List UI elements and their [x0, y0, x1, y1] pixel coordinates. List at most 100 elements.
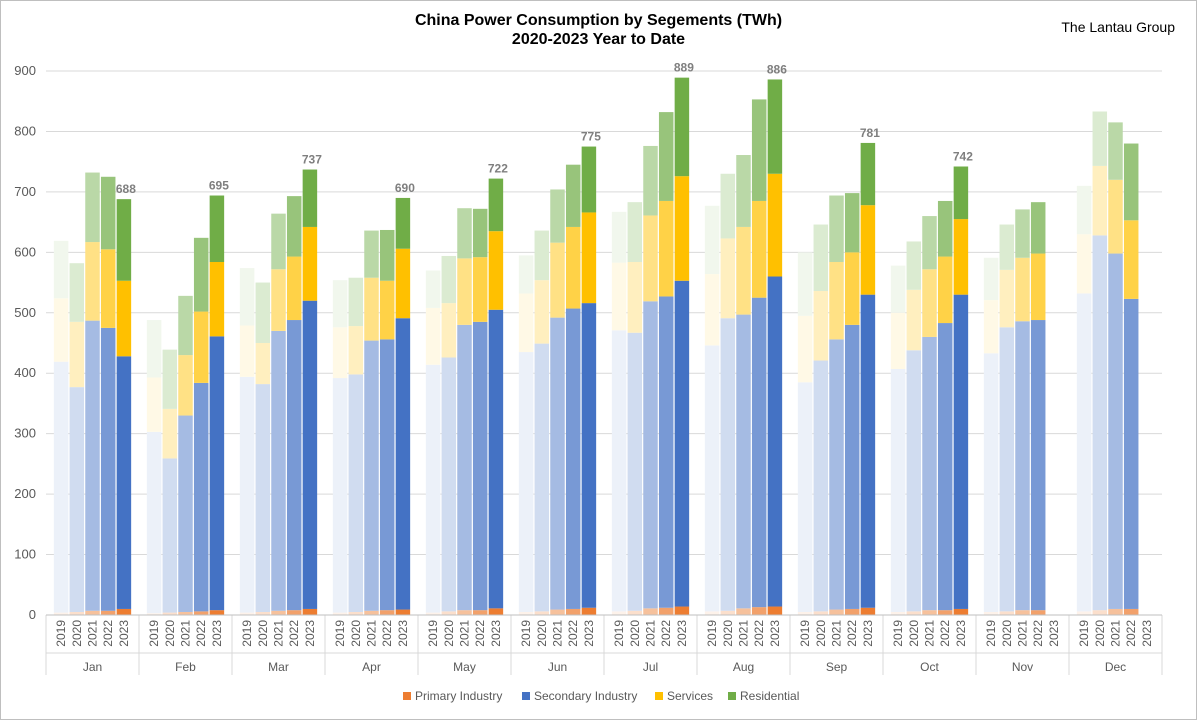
x-year-label: 2021 — [86, 620, 100, 647]
bar-apr-2021-primary-industry — [364, 610, 379, 615]
x-year-label: 2022 — [752, 620, 766, 647]
bar-jul-2021-services — [643, 215, 658, 302]
x-year-label: 2019 — [612, 620, 626, 647]
total-label-may: 722 — [488, 162, 508, 176]
total-label-sep: 781 — [860, 126, 880, 140]
bar-may-2023-secondary-industry — [488, 309, 504, 609]
x-year-label: 2020 — [628, 620, 642, 647]
bar-apr-2023-primary-industry — [395, 609, 411, 615]
legend-swatch-services — [655, 692, 663, 700]
bar-dec-2020-primary-industry — [1092, 610, 1108, 615]
bar-jun-2021-residential — [550, 189, 565, 243]
bar-jul-2020-secondary-industry — [627, 332, 643, 611]
bar-jun-2020-residential — [534, 230, 550, 281]
bar-sep-2021-secondary-industry — [829, 339, 844, 610]
bar-oct-2021-secondary-industry — [922, 336, 937, 611]
x-year-label: 2019 — [240, 620, 254, 647]
bar-jan-2019-residential — [53, 240, 69, 299]
bar-may-2020-primary-industry — [441, 611, 457, 615]
x-month-label-jul: Jul — [643, 660, 658, 674]
bar-aug-2020-residential — [720, 173, 736, 239]
bar-jun-2019-secondary-industry — [518, 352, 534, 612]
bar-feb-2023-residential — [209, 195, 225, 263]
bar-may-2019-secondary-industry — [425, 364, 441, 613]
x-year-label: 2020 — [349, 620, 363, 647]
x-month-label-jan: Jan — [83, 660, 102, 674]
bar-jan-2022-services — [100, 249, 116, 328]
bar-sep-2023-residential — [860, 142, 876, 206]
x-year-label: 2021 — [830, 620, 844, 647]
bar-dec-2020-residential — [1092, 111, 1108, 166]
x-year-label: 2022 — [938, 620, 952, 647]
legend-label-secondary-industry: Secondary Industry — [534, 689, 637, 703]
x-year-label: 2022 — [473, 620, 487, 647]
x-year-label: 2020 — [1093, 620, 1107, 647]
bar-feb-2021-services — [178, 355, 193, 416]
bar-apr-2020-services — [348, 326, 364, 375]
y-tick-label: 500 — [14, 305, 36, 320]
bar-feb-2020-primary-industry — [162, 612, 178, 615]
bar-apr-2020-primary-industry — [348, 611, 364, 615]
bar-dec-2019-services — [1076, 234, 1092, 294]
bar-jan-2019-secondary-industry — [53, 361, 69, 613]
bar-apr-2021-services — [364, 277, 379, 341]
bar-mar-2022-secondary-industry — [286, 320, 302, 611]
bar-aug-2022-residential — [751, 99, 767, 201]
x-year-label: 2021 — [365, 620, 379, 647]
bar-jun-2023-secondary-industry — [581, 303, 597, 608]
bar-apr-2019-services — [332, 327, 348, 379]
x-year-label: 2023 — [303, 620, 317, 647]
legend-label-primary-industry: Primary Industry — [415, 689, 502, 703]
bar-jul-2019-secondary-industry — [611, 330, 627, 612]
bar-may-2022-secondary-industry — [472, 321, 488, 611]
bar-jan-2023-services — [116, 280, 132, 357]
x-year-label: 2020 — [442, 620, 456, 647]
bar-jul-2020-services — [627, 262, 643, 333]
bar-feb-2019-secondary-industry — [146, 431, 162, 614]
chart-subtitle: 2020-2023 Year to Date — [511, 31, 686, 48]
x-year-label: 2021 — [923, 620, 937, 647]
bar-mar-2023-residential — [302, 169, 318, 227]
x-year-label: 2023 — [117, 620, 131, 647]
bar-sep-2021-primary-industry — [829, 609, 844, 615]
bar-aug-2019-primary-industry — [704, 611, 720, 615]
bar-sep-2023-primary-industry — [860, 607, 876, 615]
bar-jul-2019-primary-industry — [611, 611, 627, 615]
bar-oct-2020-primary-industry — [906, 611, 922, 615]
y-tick-label: 200 — [14, 486, 36, 501]
bar-nov-2021-services — [1015, 257, 1030, 322]
x-year-label: 2021 — [1109, 620, 1123, 647]
bar-apr-2022-primary-industry — [379, 610, 395, 615]
x-year-label: 2023 — [1140, 620, 1154, 647]
bar-feb-2020-services — [162, 408, 178, 459]
x-year-label: 2022 — [194, 620, 208, 647]
bar-nov-2020-secondary-industry — [999, 327, 1015, 612]
bar-aug-2023-services — [767, 173, 783, 277]
bar-nov-2022-primary-industry — [1030, 610, 1046, 615]
bar-may-2021-services — [457, 258, 472, 325]
bar-jun-2022-primary-industry — [565, 608, 581, 615]
bar-aug-2021-secondary-industry — [736, 314, 751, 609]
total-label-jun: 775 — [581, 130, 601, 144]
bar-jan-2020-services — [69, 321, 85, 388]
bar-mar-2020-secondary-industry — [255, 384, 271, 612]
bar-oct-2023-residential — [953, 166, 969, 220]
x-year-label: 2021 — [179, 620, 193, 647]
bar-jun-2022-secondary-industry — [565, 308, 581, 609]
bar-oct-2022-primary-industry — [937, 610, 953, 615]
bar-aug-2020-primary-industry — [720, 610, 736, 615]
bar-jun-2021-services — [550, 242, 565, 318]
bar-jul-2022-primary-industry — [658, 607, 674, 615]
x-month-label-jun: Jun — [548, 660, 567, 674]
x-year-label: 2019 — [519, 620, 533, 647]
bar-aug-2019-secondary-industry — [704, 345, 720, 612]
bar-jan-2019-primary-industry — [53, 612, 69, 615]
bar-jan-2023-primary-industry — [116, 608, 132, 615]
bar-jun-2021-secondary-industry — [550, 317, 565, 610]
bar-apr-2023-residential — [395, 197, 411, 249]
x-month-label-dec: Dec — [1105, 660, 1126, 674]
bar-mar-2021-residential — [271, 213, 286, 270]
bar-mar-2019-secondary-industry — [239, 376, 255, 613]
y-axis: 0 100 200 300 400 500 600 700 800 900 — [14, 63, 36, 622]
bar-may-2020-secondary-industry — [441, 357, 457, 612]
